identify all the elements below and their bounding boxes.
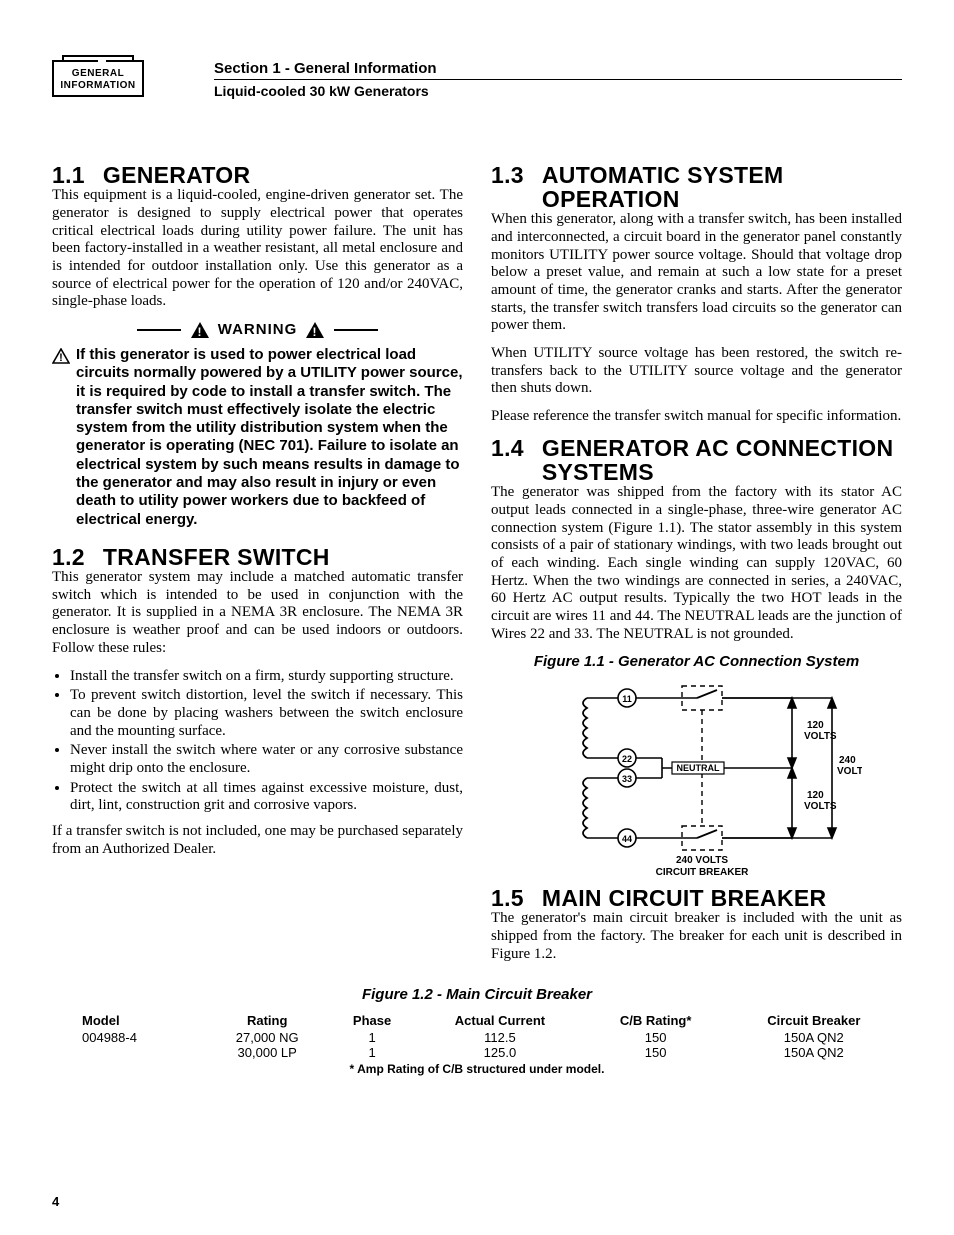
list-item: Protect the switch at all times against … xyxy=(70,780,463,815)
heading-1-1: 1.1 GENERATOR xyxy=(52,163,463,187)
heading-1-2: 1.2 TRANSFER SWITCH xyxy=(52,545,463,569)
ac-connection-diagram: 11 22 33 44 NEUTRAL 120 xyxy=(532,678,862,878)
node-22: 22 xyxy=(621,754,631,764)
left-column: 1.1 GENERATOR This equipment is a liquid… xyxy=(52,159,463,974)
v120-top: 120 xyxy=(807,720,824,731)
svg-text:VOLTS: VOLTS xyxy=(804,801,837,812)
svg-text:VOLTS: VOLTS xyxy=(804,731,837,742)
cb-label-1: 240 VOLTS xyxy=(675,855,727,866)
figure-1-2-title: Figure 1.2 - Main Circuit Breaker xyxy=(52,986,902,1003)
figure-1-2-block: Figure 1.2 - Main Circuit Breaker Model … xyxy=(52,986,902,1076)
para-1-2-tail: If a transfer switch is not included, on… xyxy=(52,823,463,858)
warning-body: ! If this generator is used to power ele… xyxy=(52,346,463,529)
svg-text:!: ! xyxy=(313,325,318,338)
tab-line-1: GENERAL xyxy=(56,68,140,80)
warning-banner: ! WARNING ! xyxy=(52,321,463,338)
heading-1-5: 1.5 MAIN CIRCUIT BREAKER xyxy=(491,886,902,910)
section-tab: GENERAL INFORMATION xyxy=(52,60,144,97)
col-model: Model xyxy=(52,1011,204,1030)
para-1-3c: Please reference the transfer switch man… xyxy=(491,408,902,426)
para-1-4: The generator was shipped from the facto… xyxy=(491,484,902,643)
node-44: 44 xyxy=(621,834,631,844)
node-33: 33 xyxy=(621,774,631,784)
tab-line-2: INFORMATION xyxy=(56,80,140,92)
list-item: Never install the switch where water or … xyxy=(70,742,463,777)
col-breaker: Circuit Breaker xyxy=(726,1011,902,1030)
table-footnote: * Amp Rating of C/B structured under mod… xyxy=(52,1062,902,1076)
table-row: 30,000 LP 1 125.0 150 150A QN2 xyxy=(52,1045,902,1060)
page-header: GENERAL INFORMATION Section 1 - General … xyxy=(52,60,902,99)
col-cb: C/B Rating* xyxy=(586,1011,726,1030)
para-1-5: The generator's main circuit breaker is … xyxy=(491,910,902,963)
section-title: Section 1 - General Information xyxy=(214,60,902,80)
svg-text:!: ! xyxy=(59,352,63,364)
neutral-label: NEUTRAL xyxy=(676,763,719,773)
right-column: 1.3 AUTOMATIC SYSTEM OPERATION When this… xyxy=(491,159,902,974)
rules-list: Install the transfer switch on a firm, s… xyxy=(52,668,463,816)
section-subtitle: Liquid-cooled 30 kW Generators xyxy=(214,83,902,99)
figure-1-1-title: Figure 1.1 - Generator AC Connection Sys… xyxy=(491,653,902,670)
warning-triangle-icon: ! xyxy=(52,346,70,529)
para-1-1: This equipment is a liquid-cooled, engin… xyxy=(52,187,463,311)
warning-triangle-icon: ! xyxy=(191,322,209,338)
node-11: 11 xyxy=(622,694,632,704)
page-number: 4 xyxy=(52,1194,59,1209)
svg-text:!: ! xyxy=(197,325,202,338)
list-item: To prevent switch distortion, level the … xyxy=(70,687,463,740)
col-phase: Phase xyxy=(330,1011,414,1030)
heading-1-4: 1.4 GENERATOR AC CONNECTION SYSTEMS xyxy=(491,436,902,484)
para-1-2: This generator system may include a matc… xyxy=(52,569,463,657)
table-header-row: Model Rating Phase Actual Current C/B Ra… xyxy=(52,1011,902,1030)
svg-text:VOLTS: VOLTS xyxy=(837,766,862,777)
warning-triangle-icon: ! xyxy=(306,322,324,338)
para-1-3b: When UTILITY source voltage has been res… xyxy=(491,345,902,398)
v120-bot: 120 xyxy=(807,790,824,801)
col-rating: Rating xyxy=(204,1011,329,1030)
heading-1-3: 1.3 AUTOMATIC SYSTEM OPERATION xyxy=(491,163,902,211)
table-row: 004988-4 27,000 NG 1 112.5 150 150A QN2 xyxy=(52,1030,902,1045)
v240: 240 xyxy=(839,755,856,766)
para-1-3a: When this generator, along with a transf… xyxy=(491,211,902,335)
breaker-table: Model Rating Phase Actual Current C/B Ra… xyxy=(52,1011,902,1060)
cb-label-2: CIRCUIT BREAKER xyxy=(655,867,749,878)
col-current: Actual Current xyxy=(414,1011,585,1030)
list-item: Install the transfer switch on a firm, s… xyxy=(70,668,463,686)
